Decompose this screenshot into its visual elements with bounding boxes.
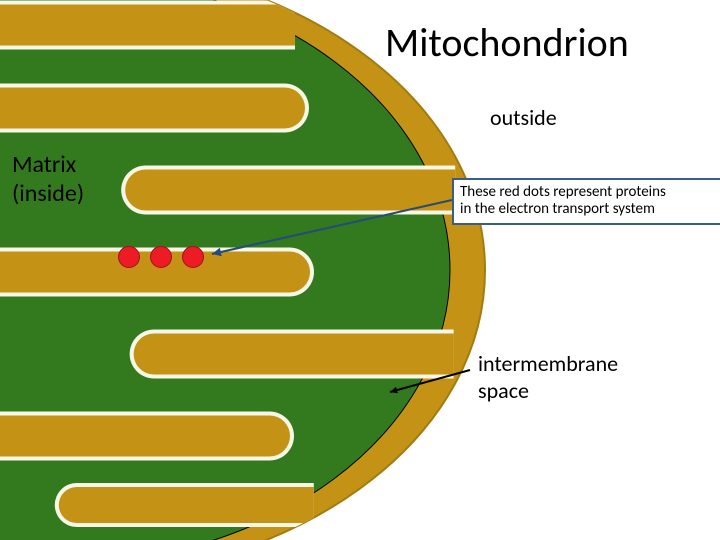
diagram-stage: Mitochondrion Matrix (inside) outside in…	[0, 0, 720, 540]
etc-protein-dot	[182, 246, 204, 268]
etc-callout-line2: in the electron transport system	[460, 201, 718, 218]
crista	[0, 5, 295, 46]
page-title: Mitochondrion	[385, 18, 629, 67]
matrix-label-line2: (inside)	[12, 179, 84, 208]
matrix-label-line1: Matrix	[12, 150, 84, 179]
intermembrane-label: intermembrane space	[478, 350, 618, 404]
outside-label: outside	[490, 104, 557, 131]
crista	[125, 170, 455, 211]
intermembrane-line1: intermembrane	[478, 350, 618, 377]
crista	[134, 334, 454, 375]
mitochondrion-svg	[0, 0, 720, 540]
crista	[59, 487, 314, 523]
etc-protein-dot	[118, 246, 140, 268]
matrix-label: Matrix (inside)	[12, 150, 84, 208]
etc-callout: These red dots represent proteins in the…	[452, 178, 720, 225]
crista	[0, 416, 290, 457]
etc-protein-dot	[150, 246, 172, 268]
intermembrane-line2: space	[478, 377, 618, 404]
etc-callout-line1: These red dots represent proteins	[460, 184, 718, 201]
crista	[0, 88, 305, 129]
